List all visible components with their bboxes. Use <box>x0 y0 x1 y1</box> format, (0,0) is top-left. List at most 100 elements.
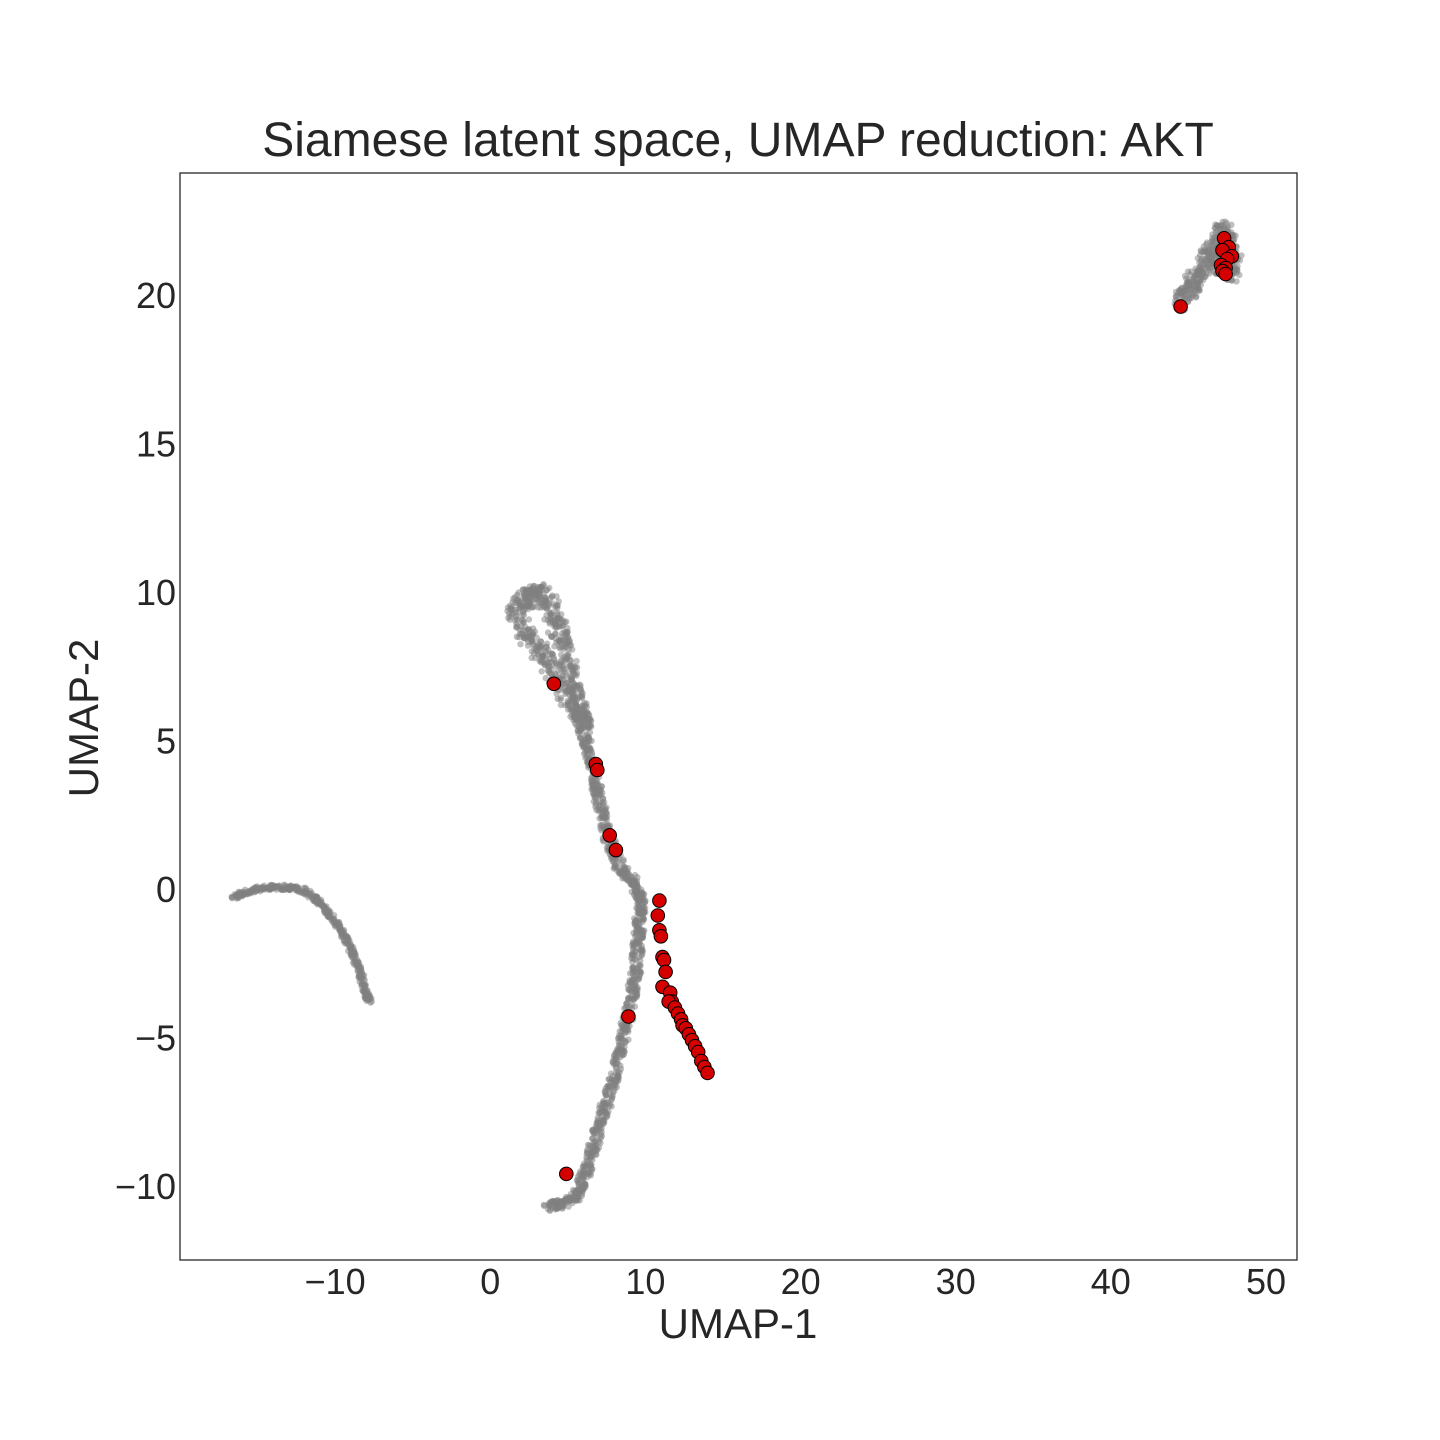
highlight-points-group <box>546 231 1240 1182</box>
background-point <box>578 687 585 694</box>
background-point <box>582 732 589 739</box>
background-point <box>343 933 350 941</box>
background-point <box>1233 269 1240 276</box>
y-axis-label: UMAP-2 <box>60 639 107 798</box>
background-point <box>622 1038 629 1046</box>
background-point <box>594 789 601 796</box>
highlight-point <box>656 952 672 968</box>
y-tick-label: 0 <box>156 869 176 910</box>
background-point <box>526 626 533 634</box>
y-tick-label: −5 <box>135 1017 176 1058</box>
background-point <box>578 712 585 719</box>
background-point <box>531 628 539 635</box>
background-point <box>565 684 573 691</box>
highlight-point <box>650 908 666 923</box>
highlight-point <box>1218 266 1233 282</box>
background-point <box>562 657 569 664</box>
background-point <box>251 888 259 896</box>
highlight-point <box>652 893 667 908</box>
background-point <box>626 986 634 993</box>
background-point <box>530 584 537 591</box>
x-axis-ticks: −10 0 10 20 30 40 50 <box>305 1261 1286 1302</box>
background-point <box>551 643 558 650</box>
background-point <box>642 897 649 904</box>
plot-area-frame <box>179 172 1298 1261</box>
background-point <box>596 815 603 822</box>
background-point <box>361 976 368 984</box>
background-point <box>1206 245 1213 253</box>
y-tick-label: 20 <box>136 275 176 316</box>
background-point <box>571 663 579 670</box>
background-point <box>529 639 536 646</box>
background-point <box>1209 251 1217 258</box>
highlight-point <box>608 842 624 858</box>
background-point <box>621 1048 628 1055</box>
background-point <box>551 623 558 630</box>
x-tick-label: 10 <box>625 1261 665 1302</box>
background-point <box>622 1028 629 1035</box>
background-point <box>639 902 646 909</box>
background-point <box>598 1125 605 1132</box>
background-point <box>639 945 646 953</box>
background-point <box>540 581 547 588</box>
background-point <box>559 617 567 624</box>
background-point <box>629 951 636 959</box>
background-point <box>545 602 553 609</box>
background-point <box>319 902 326 909</box>
background-point <box>599 799 606 806</box>
background-point <box>335 919 342 926</box>
background-point <box>356 967 363 975</box>
background-point <box>613 1055 620 1062</box>
background-point <box>517 641 524 648</box>
background-point <box>626 994 633 1002</box>
background-point <box>228 893 235 901</box>
background-point <box>610 857 617 865</box>
background-point <box>564 699 571 706</box>
background-point <box>543 612 550 619</box>
background-point <box>536 588 544 595</box>
background-point <box>556 645 564 652</box>
background-point <box>1193 271 1201 278</box>
background-point <box>513 633 521 640</box>
background-point <box>620 856 627 863</box>
background-point <box>348 953 355 961</box>
highlight-point <box>700 1065 715 1081</box>
background-point <box>633 895 641 902</box>
background-point <box>582 1169 589 1176</box>
background-point <box>542 674 549 682</box>
background-point <box>638 892 645 899</box>
background-point <box>575 1193 582 1201</box>
background-point <box>330 915 337 922</box>
background-point <box>632 878 639 886</box>
background-point <box>540 651 547 659</box>
background-point <box>583 753 590 760</box>
y-tick-label: 10 <box>136 572 176 613</box>
background-point <box>631 871 639 879</box>
y-axis-ticks: −10 −5 0 5 10 15 20 <box>115 275 176 1207</box>
background-point <box>1172 288 1180 296</box>
background-point <box>528 654 535 662</box>
y-tick-label: 15 <box>136 423 176 464</box>
background-point <box>600 1115 607 1123</box>
background-point <box>1192 265 1199 272</box>
background-point <box>594 1146 601 1154</box>
background-point <box>629 964 637 971</box>
background-point <box>269 885 276 892</box>
highlight-point <box>653 929 669 944</box>
highlight-point <box>590 762 605 778</box>
background-point <box>1201 256 1208 263</box>
background-point <box>633 993 640 1001</box>
background-point <box>531 645 538 652</box>
background-point <box>346 943 353 950</box>
background-point <box>592 803 599 810</box>
background-point <box>505 614 512 621</box>
background-point <box>595 1119 602 1126</box>
background-point <box>557 701 565 709</box>
background-point <box>518 603 525 610</box>
background-point <box>514 591 521 598</box>
background-point <box>580 703 588 710</box>
background-point <box>573 703 580 710</box>
background-point <box>634 900 641 907</box>
background-point <box>638 931 646 939</box>
